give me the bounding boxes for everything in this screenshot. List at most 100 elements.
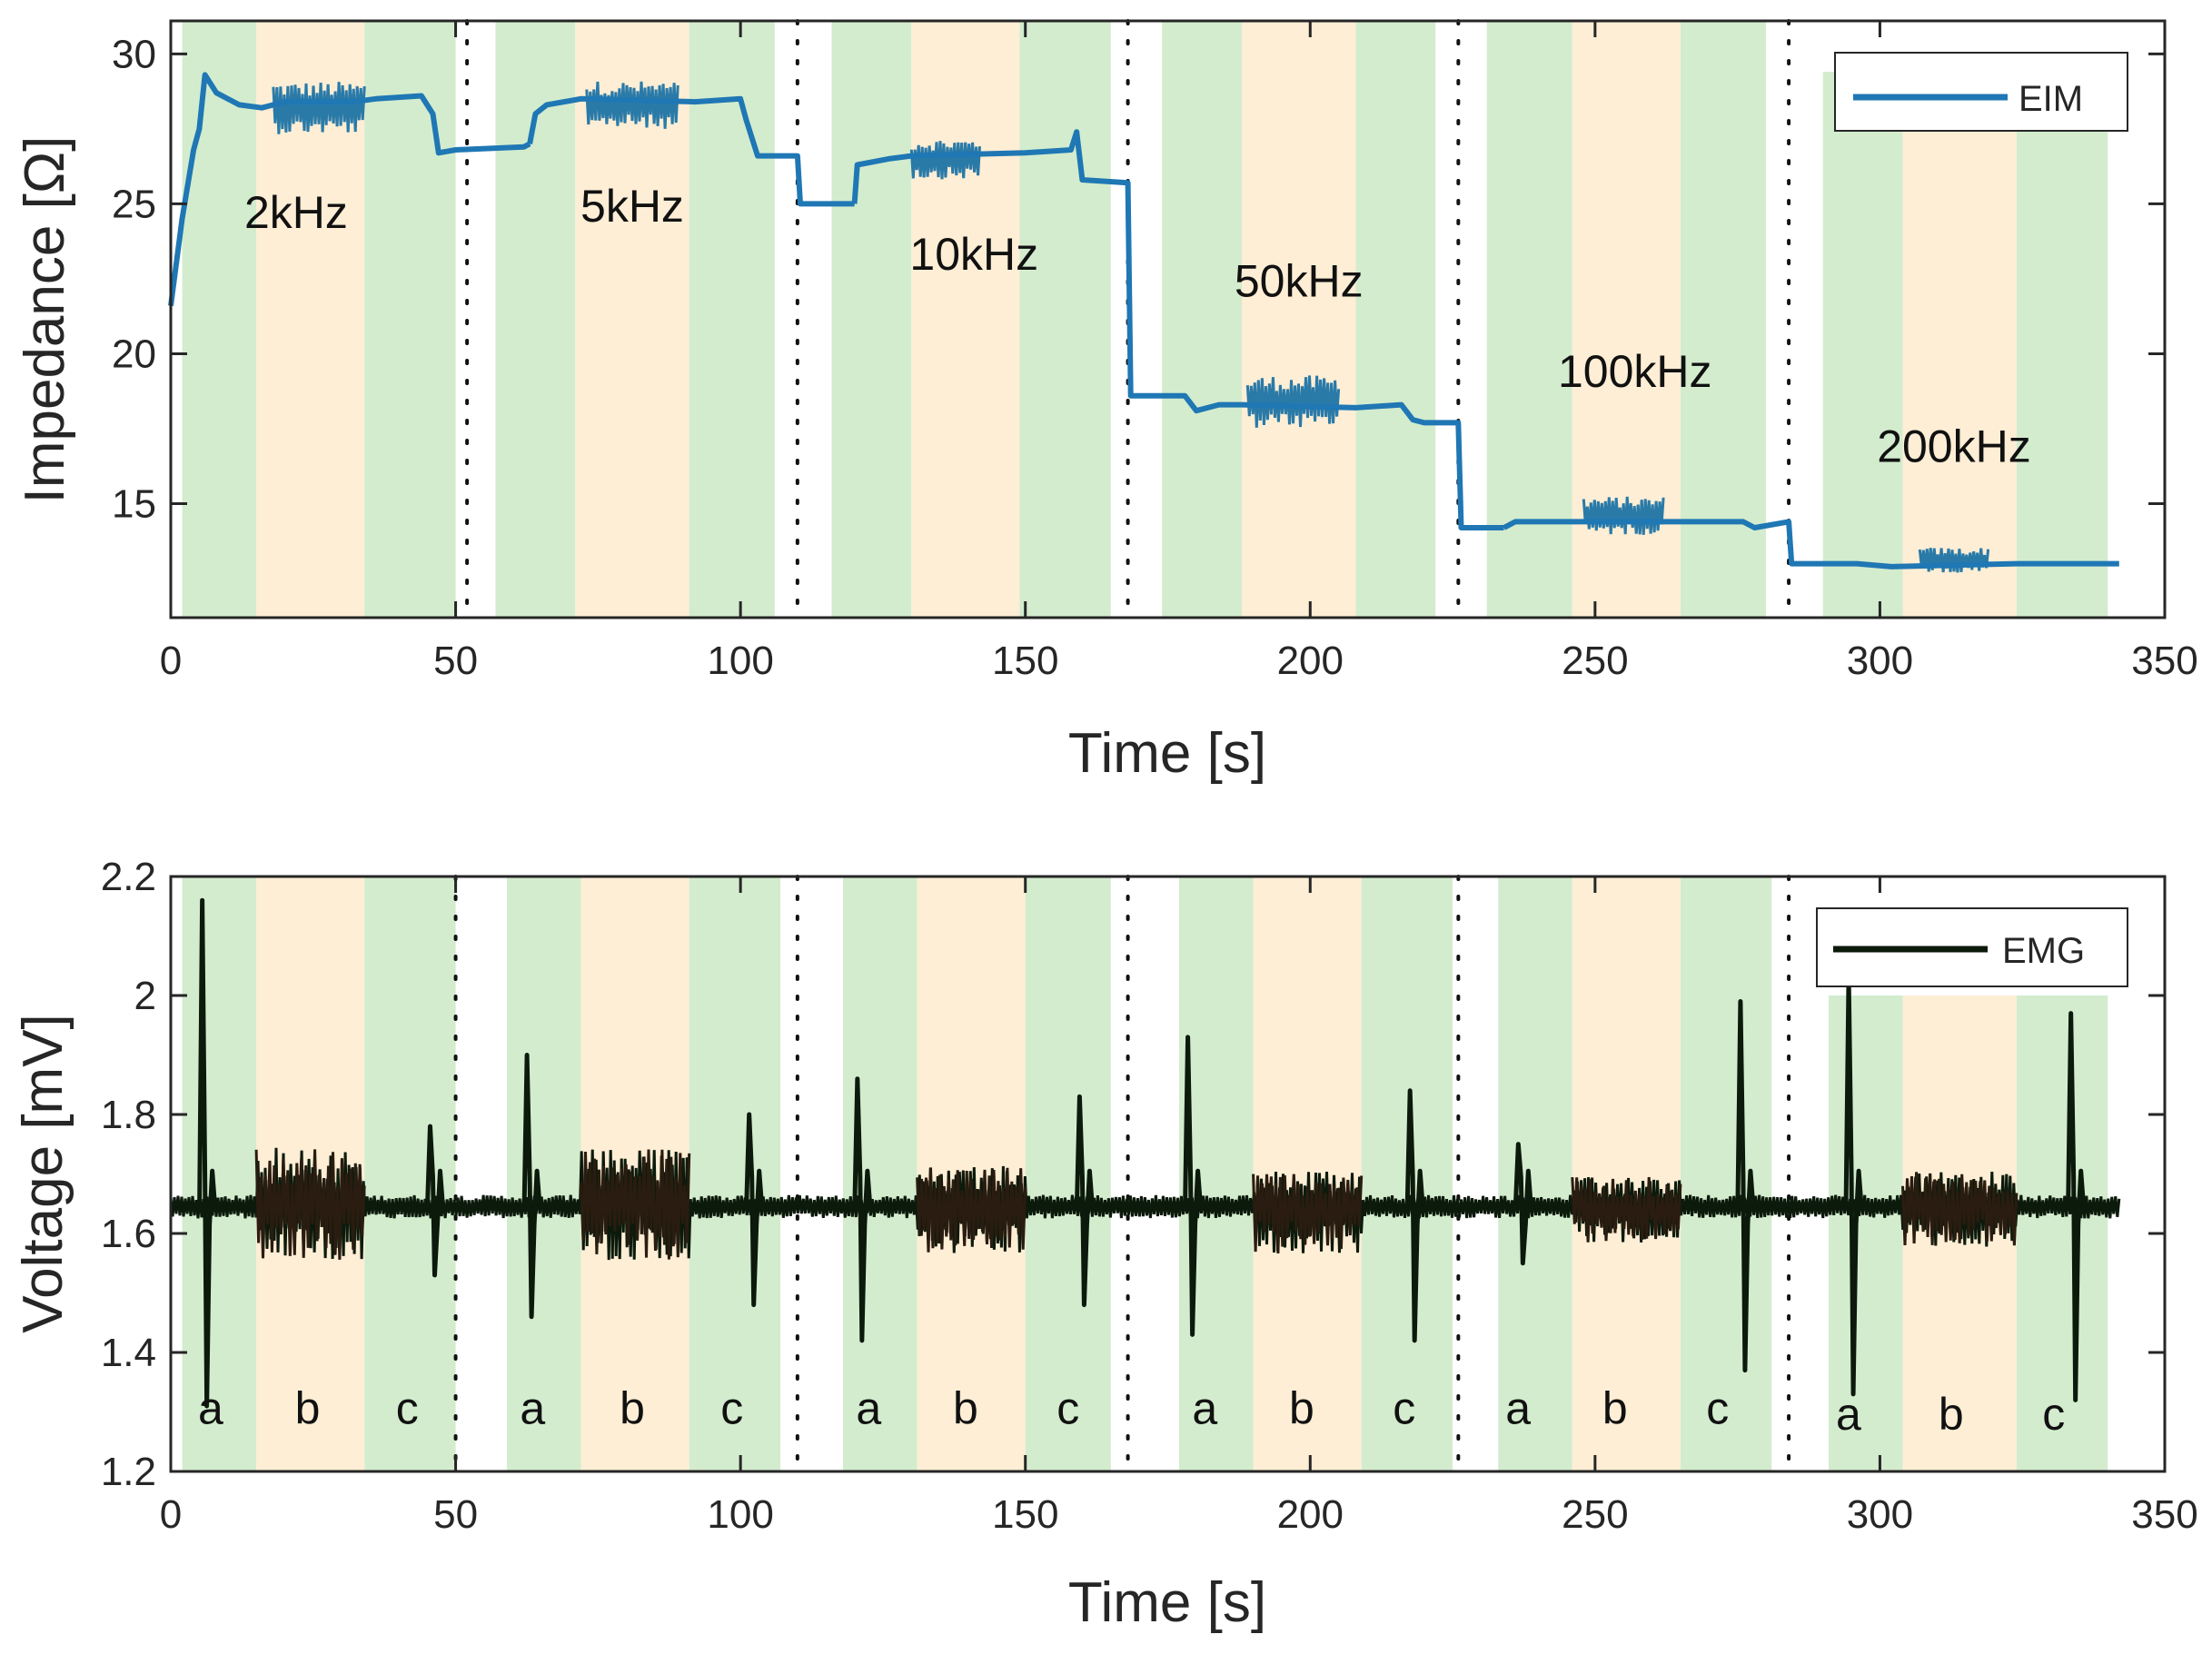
voltage-xlabel: Time [s] <box>1068 1571 1266 1634</box>
impedance-xlabel: Time [s] <box>1068 722 1266 785</box>
frequency-label: 10kHz <box>909 229 1038 280</box>
emg-spike-7 <box>1404 1088 1425 1343</box>
impedance-ylabel: Impedance [Ω] <box>14 136 76 504</box>
segment-label: a <box>520 1383 545 1434</box>
segment-label: b <box>620 1383 645 1434</box>
frequency-label: 100kHz <box>1558 346 1712 397</box>
y-tick-label: 1.2 <box>101 1450 156 1494</box>
emg-trace <box>169 1147 2121 1261</box>
impedance-line-segment-0 <box>168 72 531 306</box>
x-tick-label: 100 <box>707 639 773 683</box>
emg-spike-0 <box>197 897 218 1409</box>
emg-burst-4 <box>1571 1176 1682 1243</box>
x-tick-label: 350 <box>2131 639 2197 683</box>
legend-box <box>1834 52 2128 132</box>
impedance-line-segment-1 <box>527 95 855 207</box>
voltage-axes-box <box>169 875 2167 1473</box>
impedance-series <box>168 72 2119 573</box>
impedance-bands <box>182 21 2108 619</box>
emg-spike-3 <box>744 1112 765 1308</box>
segment-label: b <box>953 1383 978 1434</box>
x-tick-label: 100 <box>707 1492 773 1537</box>
frequency-label: 200kHz <box>1877 421 2031 471</box>
emg-burst-1 <box>580 1149 691 1260</box>
segment-label: c <box>1056 1383 1079 1434</box>
emg-spike-6 <box>1183 1035 1204 1337</box>
x-tick-label: 0 <box>160 1492 182 1537</box>
legend-label-eim: EIM <box>2019 79 2083 119</box>
band-green-2 <box>364 21 456 618</box>
segment-label: b <box>1602 1383 1628 1434</box>
band-green-12 <box>1498 877 1572 1471</box>
x-tick-label: 50 <box>433 1492 478 1537</box>
x-tick-label: 250 <box>1562 639 1628 683</box>
segment-label: b <box>1939 1389 1964 1440</box>
x-tick-label: 150 <box>992 1492 1058 1537</box>
band-green-0 <box>182 877 257 1471</box>
emg-burst-5 <box>1901 1172 2019 1246</box>
band-green-0 <box>182 21 257 618</box>
band-green-8 <box>1025 877 1111 1471</box>
impedance-noise-1 <box>585 81 679 129</box>
band-green-5 <box>689 877 781 1471</box>
y-tick-label: 20 <box>112 332 156 376</box>
emg-spike-8 <box>1513 1142 1533 1266</box>
segment-label: a <box>198 1383 223 1434</box>
x-tick-label: 0 <box>160 639 182 683</box>
voltage-ylabel: Voltage [mV] <box>12 1014 74 1333</box>
band-green-3 <box>507 877 581 1471</box>
segment-label: c <box>1393 1383 1415 1434</box>
y-tick-label: 2.2 <box>101 855 156 899</box>
x-tick-label: 300 <box>1847 1492 1913 1537</box>
y-tick-label: 30 <box>112 32 156 76</box>
voltage-separators <box>453 875 1791 1473</box>
emg-burst-3 <box>1252 1174 1364 1254</box>
x-tick-label: 200 <box>1277 639 1344 683</box>
x-tick-label: 300 <box>1847 639 1913 683</box>
segment-label: a <box>856 1383 881 1434</box>
impedance-chart: 2kHz 5kHz 10kHz 50kHz 100kHz 200kHz 0 50 100 150… <box>14 19 2198 785</box>
x-tick-label: 50 <box>433 639 478 683</box>
segment-label: c <box>1706 1383 1729 1434</box>
voltage-ticks: 0 50 100 150 200 250 300 350 1.2 1.4 1.6 1.8 2 2.2 <box>101 855 2198 1537</box>
voltage-chart: a b c a b c a b c a b c a b c a b c 0 50 100 150 200 250 300 350… <box>12 855 2198 1634</box>
impedance-noise-5 <box>1918 548 1990 573</box>
band-orange-13 <box>1572 877 1681 1471</box>
band-green-14 <box>1680 877 1772 1471</box>
emg-spike-1 <box>424 1124 445 1278</box>
legend-label-emg: EMG <box>2002 931 2085 971</box>
impedance-line-segment-3 <box>1503 519 2119 569</box>
y-tick-label: 1.6 <box>101 1212 156 1256</box>
voltage-legend: EMG <box>1816 907 2128 987</box>
segment-label: a <box>1505 1383 1531 1434</box>
emg-spike-4 <box>852 1076 873 1343</box>
frequency-label: 50kHz <box>1235 256 1364 307</box>
band-orange-10 <box>1242 21 1356 618</box>
segment-label: b <box>295 1383 321 1434</box>
impedance-ticks: 0 50 100 150 200 250 300 350 15 20 25 30 <box>112 21 2198 683</box>
impedance-legend: EIM <box>1834 52 2128 132</box>
band-green-17 <box>2016 995 2108 1471</box>
x-tick-label: 350 <box>2131 1492 2197 1537</box>
frequency-labels: 2kHz 5kHz 10kHz 50kHz 100kHz 200kHz <box>244 181 2031 471</box>
segment-label: b <box>1289 1383 1314 1434</box>
impedance-noise-3 <box>1245 375 1341 428</box>
band-green-5 <box>689 21 775 618</box>
band-orange-16 <box>1902 72 2017 619</box>
band-green-6 <box>831 21 912 618</box>
y-tick-label: 1.4 <box>101 1331 156 1375</box>
band-green-15 <box>1828 995 1903 1471</box>
band-green-15 <box>1822 72 1903 619</box>
emg-spike-2 <box>521 1053 542 1320</box>
y-tick-label: 15 <box>112 482 156 527</box>
emg-spike-9 <box>1735 999 1756 1373</box>
emg-burst-2 <box>916 1167 1027 1253</box>
emg-spike-11 <box>2066 1011 2087 1402</box>
y-tick-label: 2 <box>134 974 156 1018</box>
impedance-axes-box <box>169 19 2167 619</box>
frequency-label: 2kHz <box>244 187 348 238</box>
segment-label: c <box>396 1383 419 1434</box>
